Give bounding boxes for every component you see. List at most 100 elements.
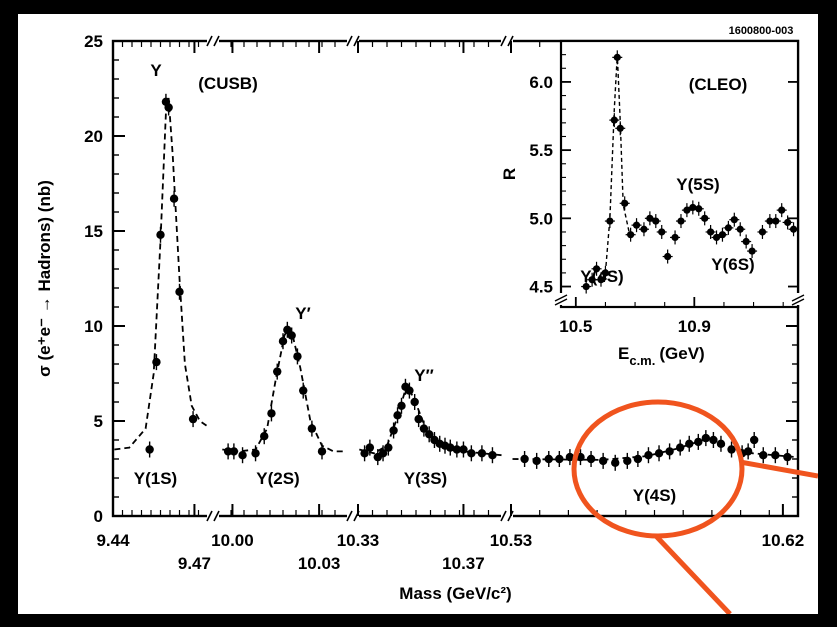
inset-resonance-label: Υ(6S) <box>711 255 754 274</box>
inset-data-point <box>718 231 727 239</box>
data-point <box>393 411 402 420</box>
data-point <box>446 443 455 452</box>
inset-data-point <box>701 214 709 222</box>
highlight-pointer-line-right <box>739 459 818 479</box>
inset-data-point <box>724 224 732 232</box>
data-point <box>555 454 564 464</box>
inset-x-tick-label: 10.9 <box>678 317 711 336</box>
data-point <box>743 447 753 456</box>
data-point <box>633 454 643 464</box>
data-point <box>611 458 620 467</box>
y-tick-label: 10 <box>84 317 103 336</box>
inset-data-point <box>772 217 780 225</box>
inset-data-point <box>748 247 756 255</box>
inset-data-point <box>640 225 648 233</box>
x-tick-label: 10.00 <box>211 531 254 550</box>
inset-data-point <box>646 214 654 222</box>
data-point <box>251 449 260 458</box>
inset-data-point <box>658 228 666 236</box>
inset-data-point <box>695 205 703 213</box>
data-point <box>299 386 308 395</box>
inset-data-point <box>742 237 750 246</box>
fit-curve <box>359 382 502 457</box>
data-point <box>410 397 419 407</box>
inset-data-point <box>730 216 738 224</box>
data-point <box>477 449 487 458</box>
data-point <box>419 424 429 433</box>
segment-2: 10.00 10.03 Υ(2S) Υ′ <box>211 41 347 573</box>
inset-y-tick-label: 6.0 <box>529 73 553 92</box>
data-point <box>389 426 398 435</box>
inset-data-point <box>736 225 744 233</box>
data-point <box>759 451 768 460</box>
data-point <box>145 445 154 454</box>
data-point <box>488 451 497 460</box>
data-point <box>644 451 653 460</box>
inset-data-point <box>582 282 590 291</box>
inset-y-tick-label: 5.0 <box>529 209 553 228</box>
segment-3: 10.33 10.37 Υ(3S) Υ″ <box>337 41 502 573</box>
peak-symbol-label: Υ′ <box>295 304 310 323</box>
inset-x-title-unit: (GeV) <box>659 344 704 363</box>
inset-x-axis-title: Ec.m. (GeV) <box>618 344 705 368</box>
inset-data-point <box>627 231 635 239</box>
inset-data-point <box>778 206 786 214</box>
resonance-label: Υ(4S) <box>633 486 676 505</box>
data-point <box>532 456 541 466</box>
data-point <box>223 447 233 456</box>
annotation-layer <box>571 399 818 614</box>
inset-data-point <box>588 276 596 284</box>
inset-data-point <box>601 269 610 277</box>
data-point <box>283 325 292 334</box>
data-point <box>586 454 596 464</box>
data-point <box>701 433 711 443</box>
data-point <box>175 287 184 296</box>
data-point <box>452 445 462 454</box>
data-point <box>169 194 179 203</box>
data-point <box>287 331 296 340</box>
data-point <box>229 447 239 456</box>
data-point <box>459 445 468 454</box>
data-point <box>544 454 553 464</box>
data-point <box>384 443 393 452</box>
data-point <box>414 414 423 424</box>
experiment-label-cusb: (CUSB) <box>198 74 258 93</box>
inset-resonance-label: Υ(4S) <box>580 267 623 286</box>
inset-data-point <box>632 221 641 229</box>
data-point <box>654 449 664 458</box>
data-point <box>188 414 198 424</box>
inset-data-point <box>606 217 614 225</box>
data-point <box>685 439 694 448</box>
data-point <box>675 443 685 452</box>
inset-data-point <box>677 217 685 225</box>
data-point <box>267 409 276 418</box>
axis-break-mark <box>206 35 220 47</box>
data-point <box>260 432 269 441</box>
inset-data-point <box>671 233 679 242</box>
inset-data-point <box>592 265 601 273</box>
x-tick-label: 10.53 <box>490 531 533 550</box>
data-point <box>771 451 780 460</box>
data-point <box>307 424 317 433</box>
inset-data-point <box>664 252 672 261</box>
segment-1: 9.44 9.47 Υ(1S) Υ <box>96 41 211 573</box>
inset-data-point <box>652 217 660 225</box>
data-point <box>156 230 165 239</box>
data-point <box>520 454 529 464</box>
y-tick-label: 20 <box>84 127 103 146</box>
y-axis-title: σ (e⁺e⁻ → Hadrons) (nb) <box>35 180 54 377</box>
main-chart: 0 5 10 15 20 25 σ (e⁺e⁻ → Hadrons) (nb) Mass (G… <box>35 32 804 603</box>
inset-data-point <box>683 206 691 214</box>
axis-break-mark <box>346 510 360 522</box>
data-point <box>278 337 288 346</box>
y-tick-label: 5 <box>94 412 103 431</box>
data-point <box>749 435 759 445</box>
x-tick-label-lower: 10.03 <box>298 554 341 573</box>
inset-data-point <box>616 124 624 132</box>
inset-data-point <box>621 199 629 207</box>
inset-x-title-sub: c.m. <box>629 353 655 368</box>
y-tick-label: 15 <box>84 222 103 241</box>
inset-x-title-main: E <box>618 344 629 363</box>
data-point <box>360 449 369 458</box>
y-tick-label: 25 <box>84 32 103 51</box>
